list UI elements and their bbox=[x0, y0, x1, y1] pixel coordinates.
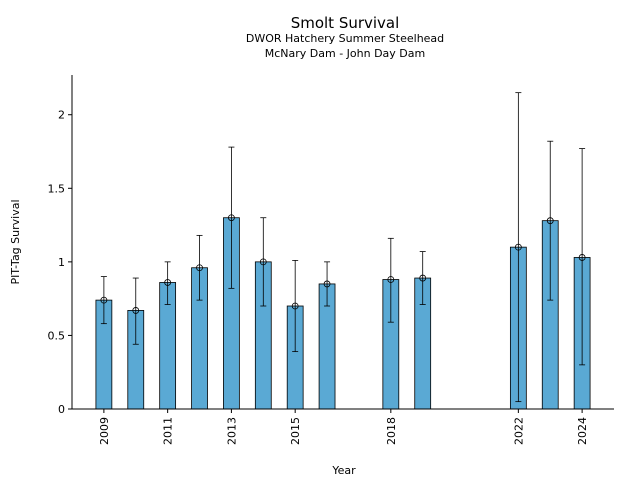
point-2023 bbox=[546, 217, 554, 225]
point-2016 bbox=[323, 280, 331, 288]
y-tick-label: 0.5 bbox=[48, 329, 66, 342]
point-2010 bbox=[132, 307, 140, 314]
x-tick-label: 2024 bbox=[576, 417, 589, 445]
point-2015 bbox=[291, 302, 299, 310]
point-2014 bbox=[259, 258, 267, 266]
y-tick-label: 0 bbox=[58, 403, 65, 416]
y-ticks-group: 0 0.5 1 1.5 2 bbox=[48, 109, 72, 416]
error-bars-group bbox=[100, 92, 586, 403]
x-tick-label: 2015 bbox=[289, 417, 302, 445]
point-2022 bbox=[514, 243, 522, 251]
y-tick-label: 2 bbox=[58, 109, 65, 122]
point-2013 bbox=[228, 214, 235, 222]
x-tick-label: 2013 bbox=[225, 417, 238, 445]
chart-subtitle-line-2: McNary Dam - John Day Dam bbox=[265, 47, 425, 60]
point-2024 bbox=[578, 254, 586, 261]
x-tick-label: 2009 bbox=[98, 417, 111, 445]
point-2011 bbox=[164, 279, 172, 286]
point-2018 bbox=[387, 276, 395, 283]
x-tick-label: 2022 bbox=[512, 417, 525, 445]
points-group bbox=[100, 214, 586, 314]
x-tick-label: 2018 bbox=[385, 417, 398, 445]
x-axis-label: Year bbox=[331, 464, 356, 477]
point-2012 bbox=[196, 264, 203, 272]
y-axis-label: PIT-Tag Survival bbox=[9, 199, 22, 284]
bars-group bbox=[95, 217, 591, 410]
chart-title: Smolt Survival bbox=[291, 14, 400, 32]
chart-subtitle-line-1: DWOR Hatchery Summer Steelhead bbox=[246, 32, 444, 45]
point-2009 bbox=[100, 296, 108, 304]
y-tick-label: 1 bbox=[58, 256, 65, 269]
x-tick-label: 2011 bbox=[162, 417, 175, 445]
y-tick-label: 1.5 bbox=[48, 182, 66, 195]
point-2019 bbox=[419, 274, 427, 282]
x-ticks-group: 2009 2011 2013 2015 2018 2022 2024 bbox=[98, 409, 589, 445]
